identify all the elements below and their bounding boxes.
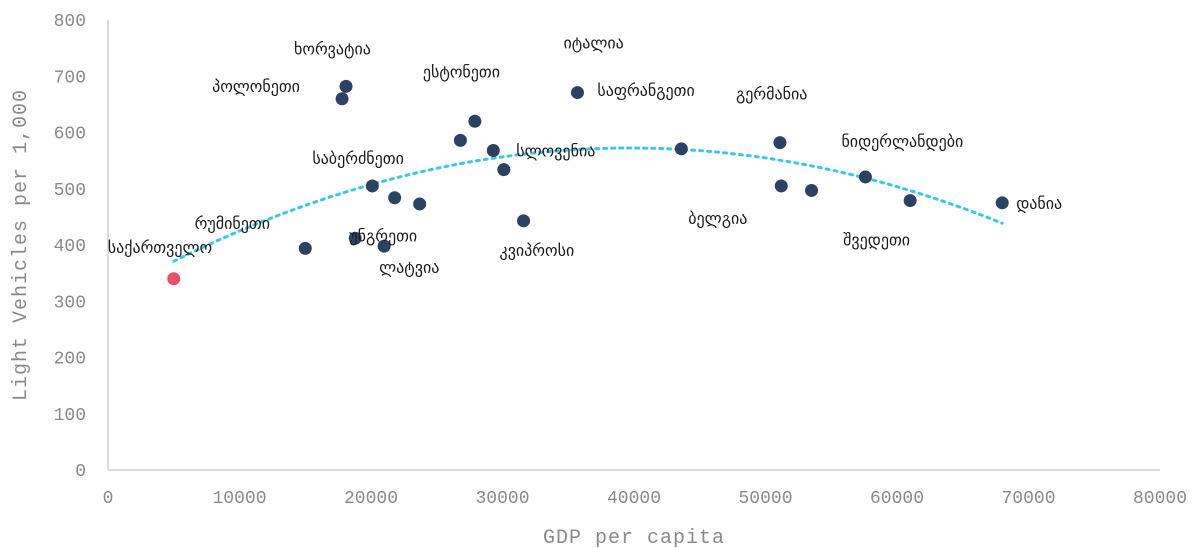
point-label: პოლონეთი bbox=[212, 77, 300, 96]
point-label: სლოვენია bbox=[516, 142, 595, 161]
point-label: ბელგია bbox=[688, 209, 747, 228]
x-tick-label: 0 bbox=[103, 489, 114, 509]
y-tick-label: 600 bbox=[54, 125, 86, 145]
point-label: გერმანია bbox=[736, 85, 807, 104]
point-label: ესტონეთი bbox=[423, 62, 500, 81]
x-tick-label: 80000 bbox=[1133, 489, 1187, 509]
x-axis-ticks: 0 10000 20000 30000 40000 50000 60000 70000 8000… bbox=[103, 489, 1187, 509]
data-point bbox=[774, 179, 788, 193]
y-tick-label: 800 bbox=[54, 12, 86, 32]
data-point bbox=[805, 183, 819, 197]
data-point bbox=[497, 163, 511, 177]
data-point bbox=[298, 241, 312, 255]
x-tick-label: 10000 bbox=[212, 489, 266, 509]
x-axis-title: GDP per capita bbox=[543, 527, 725, 548]
point-label: უნგრეთი bbox=[349, 226, 417, 245]
x-tick-label: 30000 bbox=[475, 489, 529, 509]
x-tick-label: 20000 bbox=[344, 489, 398, 509]
y-tick-label: 200 bbox=[54, 350, 86, 370]
point-label: დანია bbox=[1016, 194, 1062, 213]
y-tick-label: 700 bbox=[54, 68, 86, 88]
data-point bbox=[570, 86, 584, 100]
y-axis-ticks: 0 100 200 300 400 500 600 700 800 bbox=[54, 12, 86, 482]
data-point bbox=[674, 142, 688, 156]
y-tick-label: 100 bbox=[54, 406, 86, 426]
x-tick-label: 60000 bbox=[870, 489, 924, 509]
point-label: შვედეთი bbox=[843, 231, 910, 250]
data-point bbox=[365, 179, 379, 193]
data-point bbox=[468, 114, 482, 128]
point-label: კვიპროსი bbox=[500, 241, 575, 260]
point-label: საფრანგეთი bbox=[597, 81, 694, 100]
data-point bbox=[388, 191, 402, 205]
data-point bbox=[348, 231, 362, 245]
data-point bbox=[335, 92, 349, 106]
data-points bbox=[167, 79, 1009, 286]
x-tick-label: 40000 bbox=[607, 489, 661, 509]
data-point bbox=[339, 79, 353, 93]
x-tick-label: 70000 bbox=[1001, 489, 1055, 509]
point-label: საბერძნეთი bbox=[312, 149, 404, 168]
x-tick-label: 50000 bbox=[738, 489, 792, 509]
y-tick-label: 400 bbox=[54, 237, 86, 257]
point-label: საქართველო bbox=[108, 238, 212, 257]
point-label: იტალია bbox=[563, 34, 623, 53]
y-axis-title: Light Vehicles per 1,000 bbox=[10, 89, 33, 401]
data-point bbox=[486, 144, 500, 157]
highlighted-data-point bbox=[167, 272, 181, 286]
point-label: რუმინეთი bbox=[195, 214, 270, 233]
data-point bbox=[517, 214, 531, 228]
data-point bbox=[773, 136, 787, 150]
point-label: ლატვია bbox=[379, 258, 439, 277]
y-tick-label: 0 bbox=[75, 462, 86, 482]
data-point bbox=[413, 197, 427, 211]
data-point bbox=[903, 194, 917, 208]
point-label: ხორვატია bbox=[294, 39, 371, 58]
data-point bbox=[453, 133, 467, 147]
data-point bbox=[995, 196, 1009, 210]
y-tick-label: 500 bbox=[54, 181, 86, 201]
data-point bbox=[858, 170, 872, 184]
point-label: ნიდერლანდები bbox=[841, 132, 963, 151]
y-tick-label: 300 bbox=[54, 293, 86, 313]
point-labels: საქართველო პოლონეთი ხორვატია უნგრეთი საბერძნ… bbox=[108, 34, 1062, 278]
data-point bbox=[377, 239, 391, 253]
